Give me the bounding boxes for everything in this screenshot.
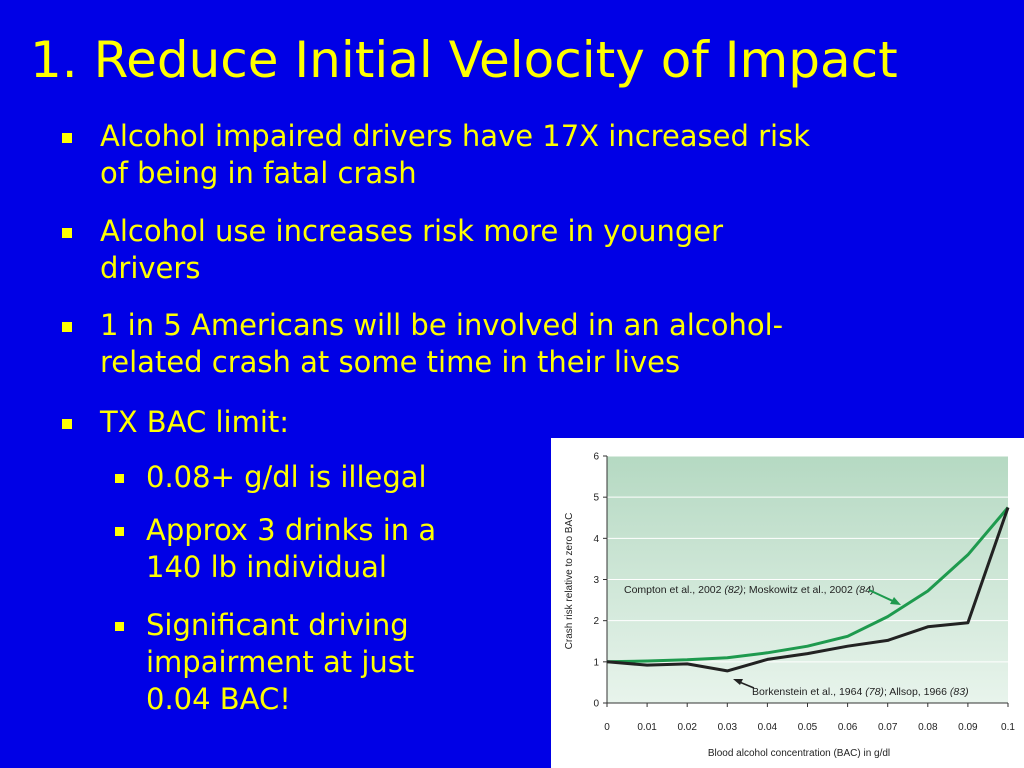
sub-bullet-line: Approx 3 drinks in a — [146, 513, 437, 547]
arrowhead-black-icon — [733, 679, 743, 685]
x-tick-label: 0.04 — [758, 722, 778, 733]
y-tick-label: 0 — [593, 699, 599, 710]
x-tick-label: 0 — [604, 722, 610, 733]
sub-bullet-text: Approx 3 drinks in a 140 lb individual — [146, 512, 526, 586]
x-tick-label: 0.02 — [677, 722, 697, 733]
bullet-line: related crash at some time in their live… — [100, 345, 681, 379]
x-tick-label: 0.09 — [958, 722, 978, 733]
series-line-green — [606, 506, 1010, 664]
sub-bullet-text: Significant driving impairment at just 0… — [146, 607, 526, 718]
sub-bullet-line: Significant driving — [146, 608, 409, 642]
annotations: Compton et al., 2002 (82); Moskowitz et … — [624, 584, 969, 698]
axes: 0 1 2 3 4 5 6 0 0.01 0.02 0.03 0.04 0.05 0.06 0.07 0.08… — [593, 452, 1015, 734]
x-tick-label: 0.06 — [838, 722, 858, 733]
y-tick-label: 5 — [593, 493, 599, 504]
bullet-square-icon — [62, 133, 72, 143]
bullet-square-icon — [115, 527, 124, 536]
sub-bullet-line: 0.04 BAC! — [146, 682, 291, 716]
x-tick-label: 0.08 — [918, 722, 938, 733]
sub-bullet-line: impairment at just — [146, 645, 415, 679]
bullet-square-icon — [115, 622, 124, 631]
crash-risk-chart: 0 1 2 3 4 5 6 0 0.01 0.02 0.03 0.04 0.05 0.06 0.07 0.08… — [551, 438, 1024, 768]
series-lines — [606, 506, 1010, 673]
bullet-text: Alcohol use increases risk more in young… — [100, 213, 970, 287]
bullet-line: drivers — [100, 251, 201, 285]
slide-title: 1. Reduce Initial Velocity of Impact — [30, 31, 898, 89]
bullet-line: Alcohol impaired drivers have 17X increa… — [100, 119, 811, 153]
x-tick-label: 0.01 — [637, 722, 657, 733]
bullet-line: of being in fatal crash — [100, 156, 417, 190]
bullet-line: Alcohol use increases risk more in young… — [100, 214, 724, 248]
chart-svg: 0 1 2 3 4 5 6 0 0.01 0.02 0.03 0.04 0.05 0.06 0.07 0.08… — [564, 452, 1015, 760]
annotation-green-series: Compton et al., 2002 (82); Moskowitz et … — [624, 584, 874, 596]
x-tick-label: 0.03 — [718, 722, 738, 733]
x-axis-label: Blood alcohol concentration (BAC) in g/d… — [708, 748, 890, 759]
sub-bullet-line: 0.08+ g/dl is illegal — [146, 460, 427, 494]
bullet-text: TX BAC limit: — [100, 404, 970, 441]
arrowhead-green-icon — [890, 597, 901, 605]
annotation-black-series: Borkenstein et al., 1964 (78); Allsop, 1… — [752, 686, 969, 698]
bullet-square-icon — [62, 419, 72, 429]
y-axis-label: Crash risk relative to zero BAC — [564, 513, 575, 650]
bullet-square-icon — [62, 322, 72, 332]
y-tick-label: 6 — [593, 452, 599, 463]
bullet-text: 1 in 5 Americans will be involved in an … — [100, 307, 970, 381]
bullet-line: TX BAC limit: — [100, 405, 290, 439]
bullet-line: 1 in 5 Americans will be involved in an … — [100, 308, 784, 342]
x-tick-label: 0.07 — [878, 722, 898, 733]
sub-bullet-line: 140 lb individual — [146, 550, 387, 584]
bullet-square-icon — [115, 474, 124, 483]
x-tick-label: 0.1 — [1001, 722, 1015, 733]
y-tick-label: 2 — [593, 616, 599, 627]
y-tick-label: 4 — [593, 534, 599, 545]
y-tick-label: 1 — [593, 657, 599, 668]
bullet-text: Alcohol impaired drivers have 17X increa… — [100, 118, 970, 192]
y-tick-label: 3 — [593, 575, 599, 586]
series-line-black — [606, 507, 1010, 673]
sub-bullet-text: 0.08+ g/dl is illegal — [146, 459, 526, 496]
bullet-square-icon — [62, 228, 72, 238]
x-tick-label: 0.05 — [798, 722, 818, 733]
grid-lines — [607, 455, 1008, 663]
